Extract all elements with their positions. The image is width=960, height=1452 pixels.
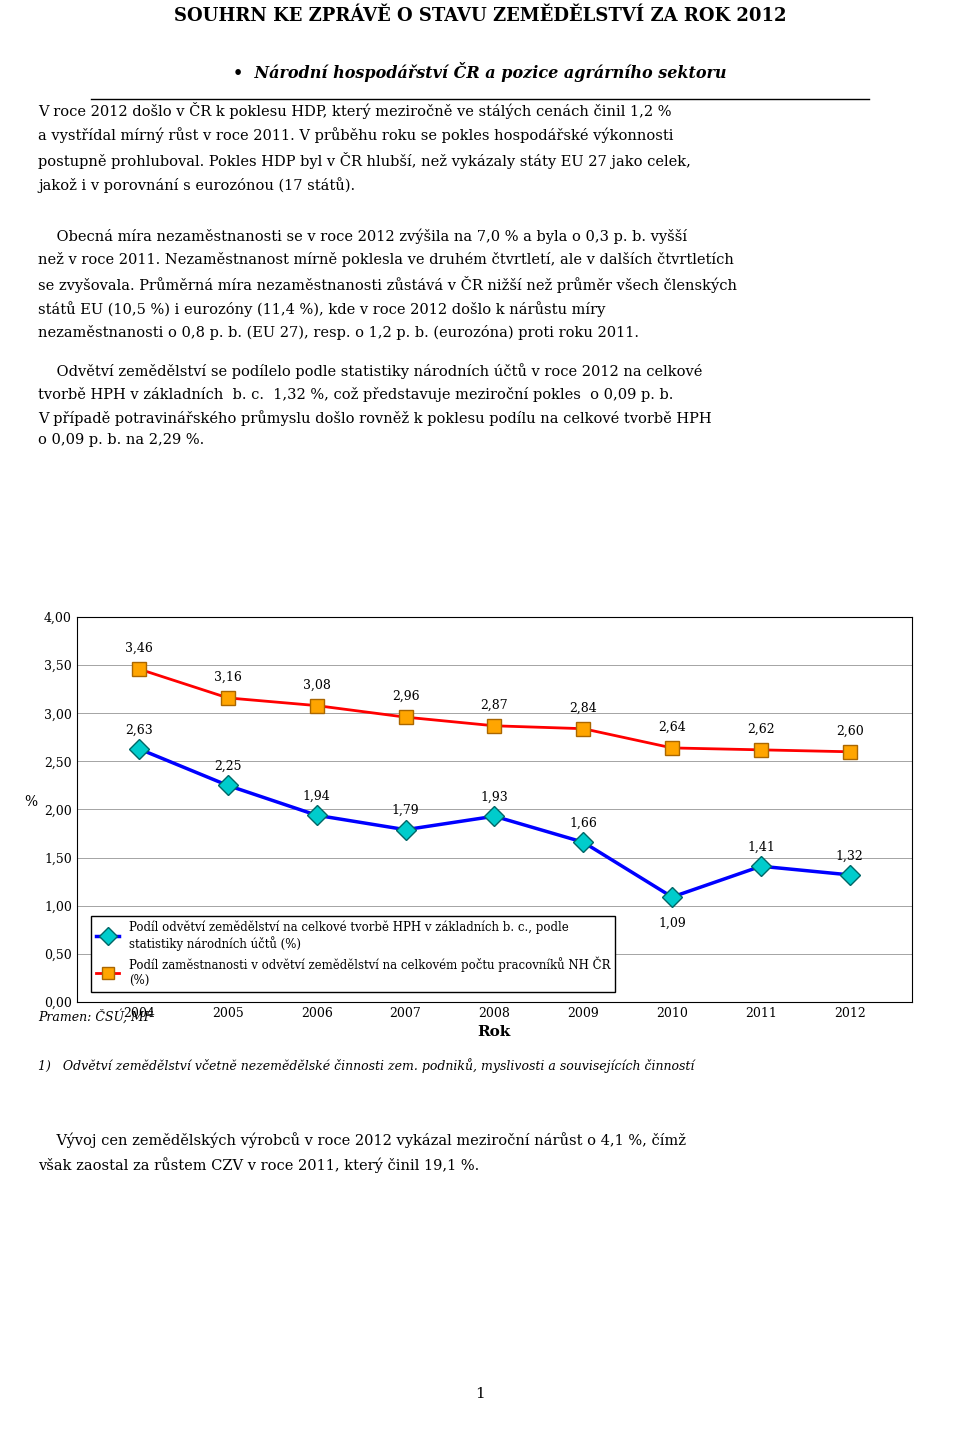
Text: 1,94: 1,94 [302,790,330,803]
Text: 2,96: 2,96 [392,690,420,703]
Text: 2,87: 2,87 [481,698,508,711]
Text: 2,25: 2,25 [214,759,242,772]
Legend: Podíl odvětví zemědělství na celkové tvorbě HPH v základních b. c., podle
statis: Podíl odvětví zemědělství na celkové tvo… [91,916,615,992]
Text: 2,84: 2,84 [569,701,597,714]
Text: 1,09: 1,09 [659,916,686,929]
Text: 2,62: 2,62 [747,723,775,736]
Text: 1)   Odvětví zemědělství včetně nezemědělské činnosti zem. podniků, myslivosti a: 1) Odvětví zemědělství včetně nezeměděls… [38,1059,695,1073]
Text: 2,60: 2,60 [836,725,864,738]
Text: 3,08: 3,08 [302,678,330,691]
Text: Obecná míra nezaměstnanosti se v roce 2012 zvýšila na 7,0 % a byla o 0,3 p. b. v: Obecná míra nezaměstnanosti se v roce 20… [38,228,737,340]
Text: 1,66: 1,66 [569,816,597,829]
Text: 1: 1 [475,1387,485,1401]
Text: 2,63: 2,63 [125,723,153,736]
Text: SOUHRN KE ZPRÁVĚ O STAVU ZEMĚDĚLSTVÍ ZA ROK 2012: SOUHRN KE ZPRÁVĚ O STAVU ZEMĚDĚLSTVÍ ZA … [174,7,786,25]
Text: •  Národní hospodářství ČR a pozice agrárního sektoru: • Národní hospodářství ČR a pozice agrár… [233,62,727,81]
Text: V roce 2012 došlo v ČR k poklesu HDP, který meziročně ve stálých cenách činil 1,: V roce 2012 došlo v ČR k poklesu HDP, kt… [38,102,691,193]
Text: Vývoj cen zemědělských výrobců v roce 2012 vykázal meziroční nárůst o 4,1 %, čím: Vývoj cen zemědělských výrobců v roce 20… [38,1133,686,1173]
Text: 1,79: 1,79 [392,804,420,817]
Text: 1,32: 1,32 [836,849,864,862]
Text: Pramen: ČSÚ, MF: Pramen: ČSÚ, MF [38,1009,153,1024]
Text: Odvětví zemědělství se podílelo podle statistiky národních účtů v roce 2012 na c: Odvětví zemědělství se podílelo podle st… [38,363,712,447]
Text: 2,64: 2,64 [659,722,686,735]
Text: 3,16: 3,16 [214,671,242,684]
Text: 1,93: 1,93 [481,791,508,804]
Text: 3,46: 3,46 [125,642,153,655]
Text: 1,41: 1,41 [747,841,775,854]
Y-axis label: %: % [24,796,37,810]
X-axis label: Rok: Rok [478,1025,511,1040]
